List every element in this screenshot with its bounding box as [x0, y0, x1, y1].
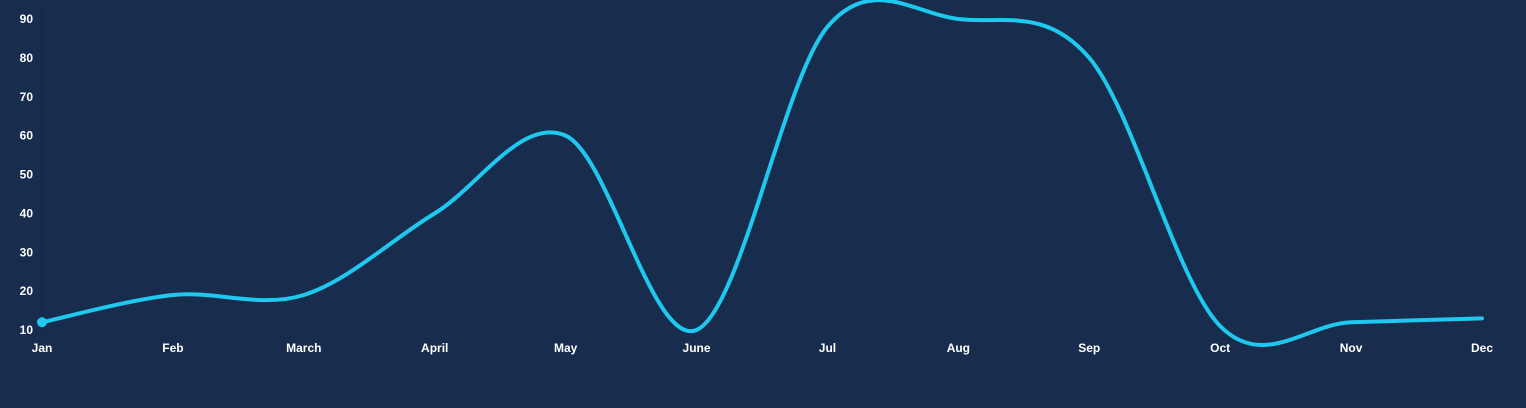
y-tick-label: 40	[20, 206, 34, 220]
y-tick-label: 80	[20, 51, 34, 65]
x-tick-label: Jan	[32, 341, 53, 355]
x-tick-label: Jul	[819, 341, 836, 355]
y-tick-label: 50	[20, 168, 34, 182]
y-tick-label: 70	[20, 90, 34, 104]
x-axis-ticks: Jan Feb March April May June Jul Aug Sep Oct Nov De…	[32, 341, 1494, 355]
y-tick-label: 20	[20, 284, 34, 298]
data-points	[37, 317, 47, 328]
y-tick-label: 10	[20, 323, 34, 337]
x-tick-label: Aug	[947, 341, 970, 355]
y-axis-ticks: 10 20 30 40 50 60 70 80 90	[20, 12, 34, 337]
x-tick-label: Oct	[1210, 341, 1230, 355]
x-tick-label: Sep	[1078, 341, 1100, 355]
x-tick-label: Nov	[1340, 341, 1363, 355]
y-tick-label: 90	[20, 12, 34, 26]
x-tick-label: April	[421, 341, 448, 355]
x-tick-label: March	[286, 341, 321, 355]
y-tick-label: 60	[20, 129, 34, 143]
x-tick-label: Dec	[1471, 341, 1493, 355]
series-line	[40, 0, 1484, 347]
y-tick-label: 30	[20, 245, 34, 259]
x-tick-label: May	[554, 341, 578, 355]
data-point	[37, 317, 47, 328]
x-tick-label: June	[683, 341, 711, 355]
x-tick-label: Feb	[162, 341, 183, 355]
